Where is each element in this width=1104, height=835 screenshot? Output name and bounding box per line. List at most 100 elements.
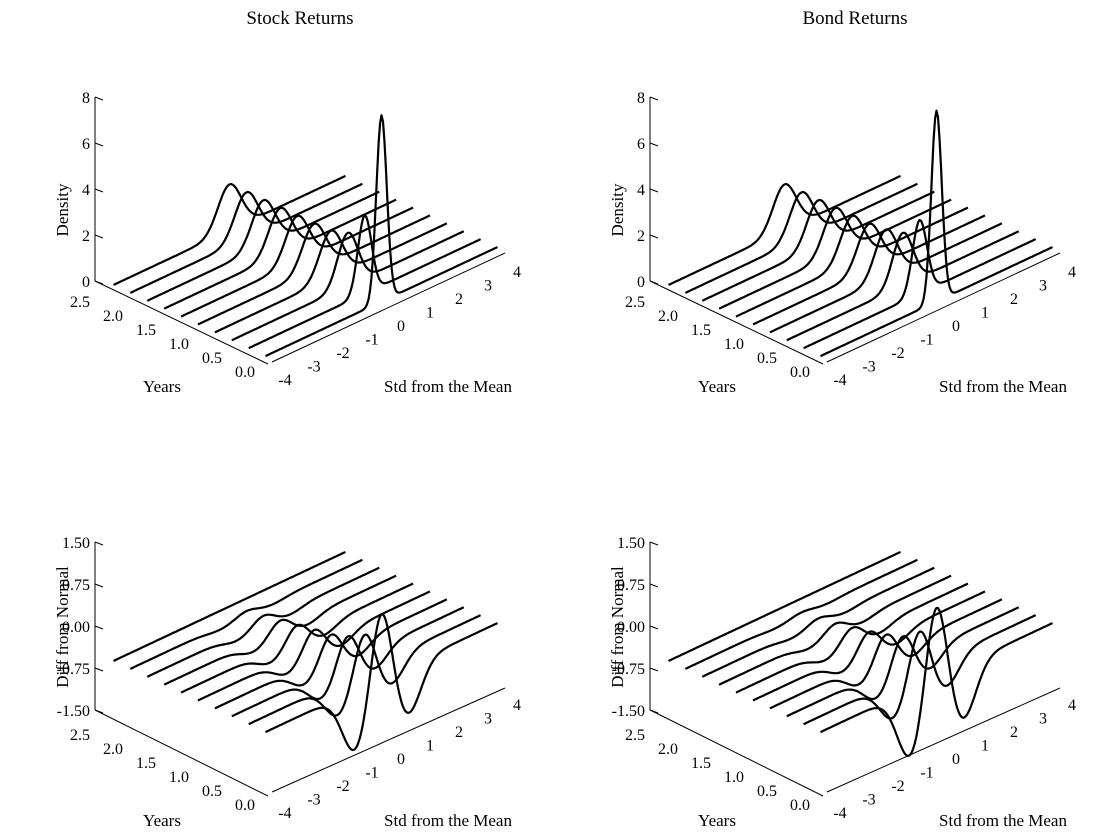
chart3-value-tick-label: -0.75 (612, 661, 645, 678)
chart2-value-tick-label: -1.50 (57, 703, 90, 720)
chart0-years-tick-label: 0.5 (202, 350, 222, 367)
chart3-years-tick-label: 2.5 (625, 727, 645, 744)
chart2-std-tick-label: 0 (397, 751, 405, 768)
chart1-series-1-curve (803, 218, 1037, 350)
chart2-value-tick (94, 583, 104, 588)
chart0-std-tick-label: 4 (513, 264, 521, 281)
chart0-std-tick-label: 3 (484, 278, 492, 295)
chart3-ylabel: Diff from Normal (608, 566, 627, 688)
chart2-xlabel: Std from the Mean (384, 811, 512, 830)
chart1-value-tick-label: 0 (637, 274, 645, 291)
chart2-series-6-curve (163, 574, 397, 686)
chart3-series-3-curve (769, 598, 1003, 710)
chart3-std-tick-label: 3 (1039, 711, 1047, 728)
chart1-value-tick-label: 2 (637, 228, 645, 245)
chart1-years-tick-label: 0.0 (790, 364, 810, 381)
chart3-series-2-curve (786, 606, 1020, 718)
chart1-series-0-curve (820, 109, 1053, 358)
chart2-series-1-curve (248, 614, 482, 726)
chart0-series-2-curve (231, 230, 465, 342)
chart3-xlabel: Std from the Mean (939, 811, 1067, 830)
chart2-series-4-curve (197, 590, 431, 702)
chart1-value-tick-label: 4 (637, 182, 645, 199)
chart2-series-3-curve (214, 598, 448, 710)
chart0-std-tick-label: -1 (365, 332, 378, 349)
chart0-zlabel: Years (143, 377, 181, 396)
chart2-years-tick-label: 2.5 (70, 727, 90, 744)
chart0-value-tick (94, 188, 104, 193)
chart2-years-tick-label: 0.5 (202, 783, 222, 800)
chart3-value-tick (649, 667, 659, 672)
chart3-std-axis (826, 687, 1061, 793)
chart0-years-axis (94, 280, 269, 365)
chart3-value-tick (649, 625, 659, 630)
chart0-std-tick-label: -2 (336, 345, 349, 362)
chart2-years-tick-label: 2.0 (103, 741, 123, 758)
chart2-series-2-curve (231, 606, 465, 718)
chart1-years-tick-label: 2.0 (658, 308, 678, 325)
chart0-series-4-curve (197, 214, 431, 326)
chart0-std-tick-label: 2 (455, 291, 463, 308)
chart0-value-tick (94, 142, 104, 147)
chart1-std-tick-label: 4 (1068, 264, 1076, 281)
chart2-std-tick-label: 3 (484, 711, 492, 728)
chart2-std-tick-label: 1 (426, 738, 434, 755)
chart2-value-tick (94, 625, 104, 630)
chart0-value-tick-label: 2 (82, 228, 90, 245)
chart1-std-tick-label: -1 (920, 332, 933, 349)
chart1-years-tick-label: 2.5 (625, 294, 645, 311)
chart2-std-tick-label: 2 (455, 724, 463, 741)
chart3-value-tick (649, 541, 659, 546)
chart1-std-tick-label: -2 (891, 345, 904, 362)
chart1-series-6-curve (718, 198, 952, 310)
chart0-value-tick (94, 234, 104, 239)
chart1-std-tick-label: 1 (981, 305, 989, 322)
chart1-value-tick (649, 96, 659, 101)
chart1-std-tick-label: 2 (1010, 291, 1018, 308)
chart1-years-tick-label: 1.5 (691, 322, 711, 339)
chart2-value-tick-label: 0.75 (62, 577, 90, 594)
chart1-value-tick (649, 234, 659, 239)
chart0-years-tick-label: 0.0 (235, 364, 255, 381)
chart0-years-tick-label: 2.0 (103, 308, 123, 325)
chart3-std-tick-label: 2 (1010, 724, 1018, 741)
chart0-xlabel: Std from the Mean (384, 377, 512, 396)
chart3-std-tick-label: -4 (833, 805, 846, 822)
chart1-series-4-curve (752, 214, 986, 326)
chart0-ylabel: Density (53, 183, 72, 236)
chart3-series-0-curve (820, 606, 1053, 757)
chart1-series-9-curve (668, 174, 901, 286)
chart2-value-tick (94, 667, 104, 672)
chart1-xlabel: Std from the Mean (939, 377, 1067, 396)
chart2-ylabel: Diff from Normal (53, 566, 72, 688)
chart0-std-tick-label: -4 (278, 372, 291, 389)
chart0-value-tick (94, 96, 104, 101)
chart0-series-6-curve (163, 198, 397, 310)
chart1-std-tick-label: -3 (862, 359, 875, 376)
chart0-series-3-curve (214, 222, 448, 334)
chart3-std-tick-label: -1 (920, 765, 933, 782)
chart1-ylabel: Density (608, 183, 627, 236)
chart3-value-tick-label: 0.00 (617, 619, 645, 636)
chart1-value-tick-label: 8 (637, 90, 645, 107)
chart2-series-5-curve (180, 582, 414, 694)
chart3-years-tick-label: 0.0 (790, 797, 810, 814)
chart1-value-tick-label: 6 (637, 136, 645, 153)
chart0-series-8-curve (129, 182, 363, 294)
chart3-series-8-curve (684, 558, 918, 670)
chart0-std-axis (271, 252, 506, 363)
chart2-std-tick-label: -4 (278, 805, 291, 822)
chart3-series-1-curve (803, 614, 1037, 726)
chart3-years-tick-label: 1.0 (724, 769, 744, 786)
chart0-series-9-curve (113, 174, 346, 286)
chart2-value-tick (94, 541, 104, 546)
chart3-series-5-curve (735, 582, 969, 694)
chart1-zlabel: Years (698, 377, 736, 396)
chart2-series-8-curve (129, 558, 363, 670)
chart0-years-tick-label: 1.5 (136, 322, 156, 339)
chart0-std-tick-label: 1 (426, 305, 434, 322)
chart3-zlabel: Years (698, 811, 736, 830)
chart1-std-tick-label: -4 (833, 372, 846, 389)
chart3-years-tick-label: 1.5 (691, 755, 711, 772)
chart0-years-tick-label: 2.5 (70, 294, 90, 311)
